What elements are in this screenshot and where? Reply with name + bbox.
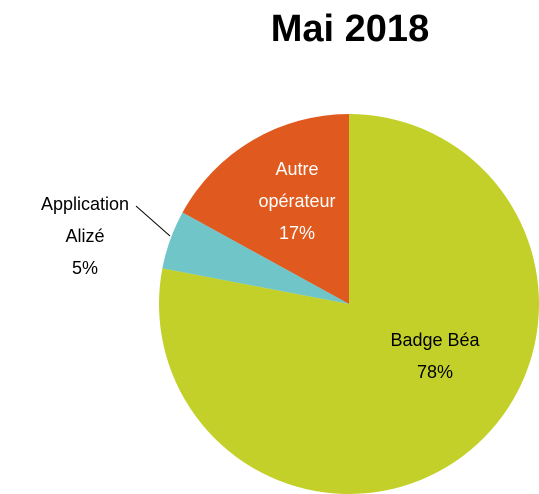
leader-line — [135, 205, 171, 237]
slice-label: Application Alizé — [40, 194, 130, 246]
value-label: 17% — [278, 223, 316, 243]
value-label: 78% — [416, 362, 454, 382]
value-label: 5% — [71, 258, 98, 278]
pie-slice — [182, 114, 349, 304]
slice-label: Autre opérateur — [258, 159, 336, 211]
slice-label: Badge Béa — [390, 330, 480, 350]
chart-title: Mai 2018 — [270, 8, 430, 50]
pie-slice — [162, 212, 349, 304]
pie-slice — [158, 114, 539, 494]
